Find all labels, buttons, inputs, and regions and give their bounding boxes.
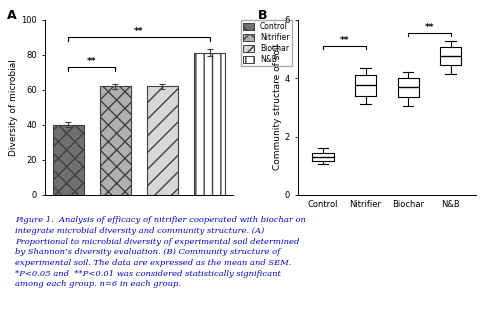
- Y-axis label: Diversity of microbial: Diversity of microbial: [9, 59, 18, 156]
- Text: Figure 1.  Analysis of efficacy of nitrifier cooperated with biochar on
integrat: Figure 1. Analysis of efficacy of nitrif…: [15, 216, 306, 288]
- Text: A: A: [7, 9, 16, 22]
- Text: **: **: [134, 27, 144, 36]
- Bar: [53, 125, 83, 195]
- Bar: [147, 86, 178, 195]
- Legend: Control, Nitrifier, Biochar, N&B: Control, Nitrifier, Biochar, N&B: [241, 20, 292, 66]
- Text: B: B: [258, 9, 268, 22]
- Bar: [100, 86, 130, 195]
- Text: **: **: [340, 36, 349, 45]
- Text: **: **: [87, 57, 97, 66]
- Bar: [194, 53, 225, 195]
- Text: **: **: [425, 23, 434, 32]
- Y-axis label: Community structare of soil: Community structare of soil: [273, 44, 282, 170]
